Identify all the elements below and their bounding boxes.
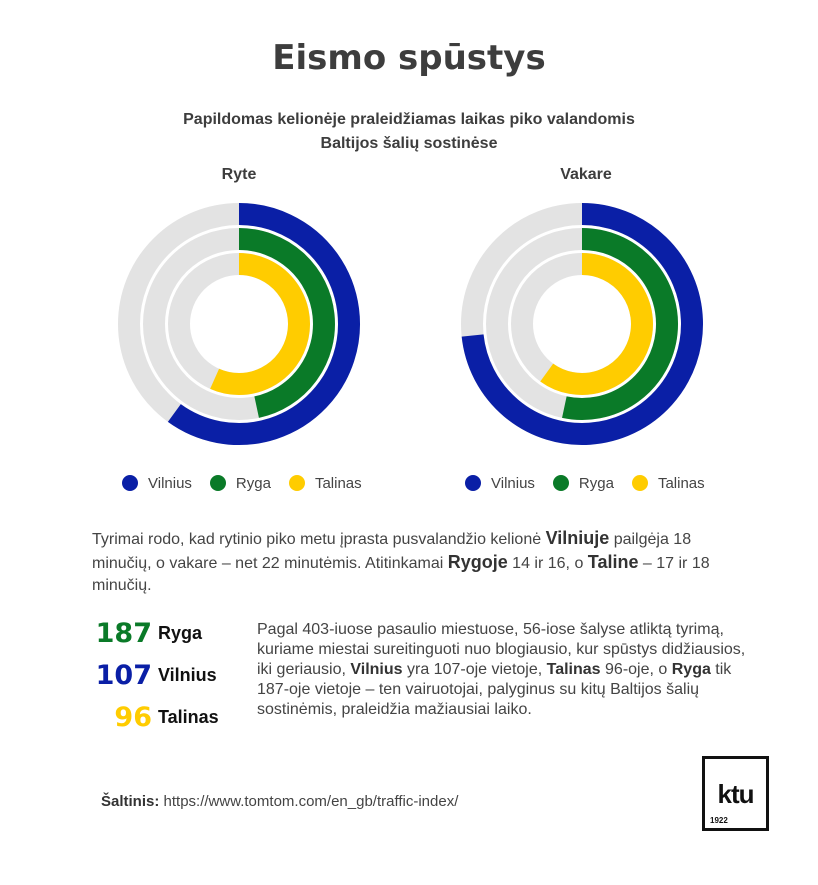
ring-arc-ryga [562, 228, 678, 420]
ring-arc-vilnius [461, 203, 703, 445]
legend-dot-ryga [209, 475, 226, 491]
legend-item-talinas: Talinas [288, 474, 362, 492]
legend-label-talinas: Talinas [657, 474, 705, 492]
findings-text-3: 14 ir 16, o [507, 555, 588, 572]
legend-label-vilnius: Vilnius [491, 474, 535, 492]
ring-arc-vilnius [167, 203, 360, 445]
legend-dot-vilnius [465, 475, 481, 491]
rank-row-ryga: 187 Ryga [92, 612, 242, 654]
donut-chart-evening [461, 203, 703, 445]
rank-number-ryga: 187 [95, 617, 152, 649]
legend-label-talinas: Talinas [314, 474, 362, 492]
legend-item-vilnius: Vilnius [122, 475, 192, 492]
ranking-text-3: 96-oje, o [600, 661, 672, 678]
ranking-city-ryga: Ryga [671, 661, 711, 678]
rank-city-ryga: Ryga [158, 622, 203, 643]
logo-year: 1922 [710, 816, 728, 825]
ranking-paragraph: Pagal 403-iuose pasaulio miestuose, 56-i… [257, 620, 757, 720]
subtitle-line-1: Papildomas kelionėje praleidžiamas laika… [183, 111, 635, 128]
page-title: Eismo spūstys [272, 38, 546, 78]
legend-dot-ryga [552, 475, 569, 491]
findings-text-2: pailgėja 18 minučių, o vakare – net 22 m… [92, 531, 692, 572]
legend-evening: Vilnius Ryga Talinas [465, 472, 723, 494]
findings-city-vilnius: Vilniuje [545, 528, 610, 548]
ranking-city-vilnius: Vilnius [350, 661, 403, 678]
rank-row-vilnius: 107 Vilnius [92, 654, 242, 696]
findings-text-4: – 17 ir 18 minučių. [92, 555, 710, 594]
findings-city-talinas: Taline [587, 552, 639, 572]
legend-item-ryga: Ryga [209, 474, 271, 492]
findings-text-1: Tyrimai rodo, kad rytinio piko metu įpra… [92, 531, 546, 548]
ranking-text-1: Pagal 403-iuose pasaulio miestuose, 56-i… [257, 621, 746, 678]
rank-city-talinas: Talinas [158, 706, 219, 727]
legend-item-vilnius: Vilnius [465, 475, 535, 492]
chart-title-evening: Vakare [560, 166, 612, 183]
ring-arc-ryga [238, 228, 335, 418]
donut-chart-morning [118, 203, 360, 445]
findings-city-ryga: Rygoje [447, 552, 508, 572]
rank-number-talinas: 96 [114, 701, 152, 733]
rank-list: 187 Ryga 107 Vilnius 96 Talinas [92, 612, 242, 738]
legend-item-talinas: Talinas [631, 474, 705, 492]
legend-dot-vilnius [122, 475, 138, 491]
ring-arc-talinas [540, 253, 653, 395]
ranking-text-2: yra 107-oje vietoje, [402, 661, 547, 678]
source-label: Šaltinis: [101, 793, 160, 810]
ring-arc-talinas [210, 253, 310, 395]
ranking-text-4: tik 187-oje vietoje – ten vairuotojai, p… [257, 661, 732, 718]
legend-item-ryga: Ryga [552, 474, 614, 492]
legend-label-vilnius: Vilnius [148, 474, 192, 492]
rank-city-vilnius: Vilnius [158, 664, 217, 685]
rank-number-vilnius: 107 [95, 659, 152, 691]
legend-label-ryga: Ryga [578, 474, 614, 492]
source-url: https://www.tomtom.com/en_gb/traffic-ind… [163, 793, 459, 810]
legend-label-ryga: Ryga [235, 474, 271, 492]
source-line: Šaltinis: https://www.tomtom.com/en_gb/t… [101, 793, 458, 810]
legend-dot-talinas [631, 475, 648, 491]
legend-dot-talinas [288, 475, 305, 491]
logo-text: ktu [717, 779, 755, 809]
ktu-logo: ktu 1922 [702, 756, 769, 831]
legend-morning: Vilnius Ryga Talinas [122, 472, 380, 494]
findings-paragraph: Tyrimai rodo, kad rytinio piko metu įpra… [92, 527, 752, 597]
ranking-city-talinas: Talinas [546, 661, 601, 678]
subtitle-line-2: Baltijos šalių sostinėse [320, 135, 498, 152]
rank-row-talinas: 96 Talinas [92, 696, 242, 738]
subtitle: Papildomas kelionėje praleidžiamas laika… [0, 108, 818, 156]
chart-title-morning: Ryte [221, 166, 257, 183]
